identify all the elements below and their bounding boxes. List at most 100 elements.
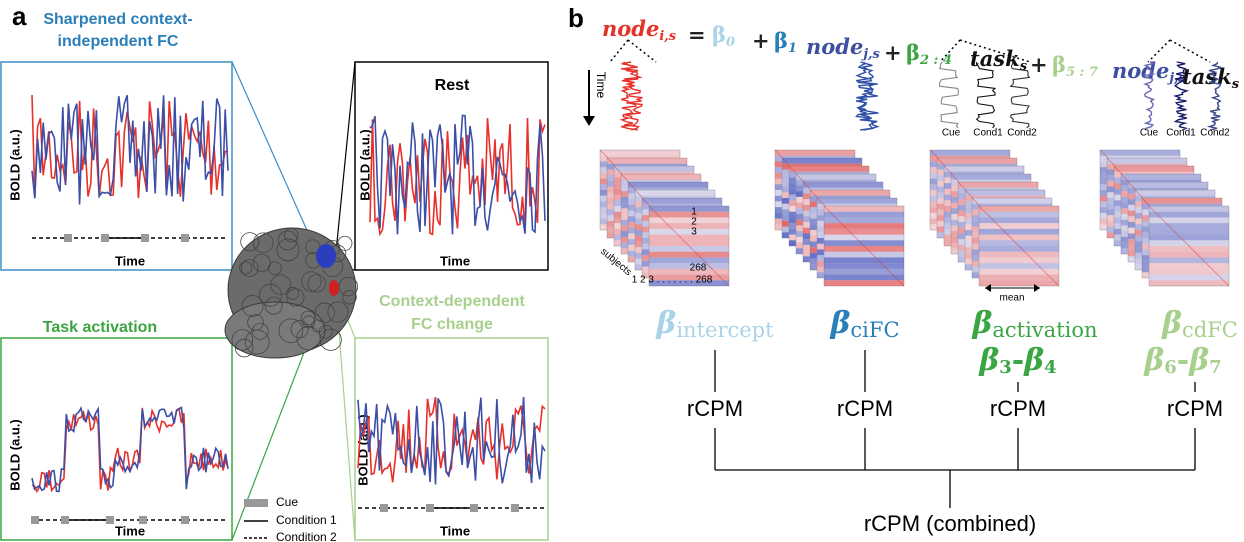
matrix-stripe — [649, 268, 729, 275]
mini-trace — [1206, 61, 1222, 131]
beta-diff-part: 7 — [1209, 357, 1222, 378]
matrix-stripe — [1135, 190, 1215, 196]
beta-symbol: β — [829, 306, 850, 341]
matrix-stripe — [1100, 150, 1180, 156]
brain-cell — [284, 227, 299, 243]
legend-swatch — [244, 499, 268, 507]
brain-cell — [244, 329, 270, 355]
equation-term: β — [906, 40, 920, 65]
matrix-stripe — [824, 263, 904, 269]
mini-trace — [619, 61, 640, 131]
matrix-stripe — [979, 211, 1059, 218]
cue-marker — [31, 516, 39, 524]
dotted-connectors — [609, 39, 1211, 63]
box-rest — [354, 61, 549, 271]
x-label: Time — [115, 523, 145, 538]
matrix-stripe — [649, 217, 729, 224]
beta-symbol: β — [971, 306, 992, 341]
cue-marker — [511, 504, 519, 512]
model-label: rCPM — [1167, 396, 1223, 421]
trace — [31, 94, 229, 205]
matrix-stripe — [824, 211, 904, 218]
cue-marker — [470, 504, 478, 512]
trace-label: Cond1 — [973, 128, 1003, 139]
equation-term: + — [752, 28, 770, 53]
matrix-stripe — [1149, 280, 1229, 286]
y-label: BOLD (a.u.) — [7, 129, 22, 201]
matrix-stripe — [810, 190, 890, 196]
matrix-stripe — [1149, 240, 1229, 246]
equation-term: β — [774, 28, 788, 53]
matrix-stripe — [979, 217, 1059, 224]
matrix-stripe — [979, 268, 1059, 275]
trace — [369, 114, 546, 235]
matrix-stripe — [824, 206, 904, 212]
mini-trace — [975, 61, 997, 129]
matrix-stripe — [951, 174, 1031, 180]
equation-subscript: 5 : 7 — [1066, 65, 1098, 80]
beta-diff-part: β — [1143, 343, 1164, 378]
brain-cell — [337, 235, 353, 251]
trace-label: Cue — [942, 128, 961, 139]
cue-marker — [101, 234, 109, 242]
equation-term: task — [970, 46, 1020, 71]
brain-cell — [240, 232, 260, 252]
beta-diff-part: 4 — [1044, 357, 1057, 378]
brain-cell — [327, 301, 349, 323]
matrix-stripe — [1107, 158, 1187, 164]
matrix-stripe — [607, 158, 687, 164]
brain — [224, 227, 359, 359]
matrix-stripe — [979, 246, 1059, 252]
brain-cell — [239, 261, 253, 275]
matrix-stripe — [824, 223, 904, 229]
beta-symbol: β — [1161, 306, 1182, 341]
beta-diff-part: - — [1012, 343, 1024, 378]
cue-marker — [141, 234, 149, 242]
equation-term: β — [1052, 52, 1066, 77]
matrix-stripe — [1149, 206, 1229, 212]
brain-cell — [301, 271, 322, 292]
cue-marker — [426, 504, 434, 512]
beta-diff-part: β — [978, 343, 999, 378]
cue-marker — [61, 516, 69, 524]
panel-label: b — [568, 3, 584, 33]
brain-cell — [314, 302, 335, 323]
panel-title: Context-dependent — [379, 293, 525, 310]
matrix-stripe — [1149, 211, 1229, 218]
matrix-stripe — [1149, 246, 1229, 252]
brain-cell — [286, 286, 300, 300]
matrix-stripe — [635, 190, 715, 196]
beta-subscript: intercept — [676, 318, 774, 342]
equation-term: node — [602, 16, 659, 41]
matrix-stripe — [979, 223, 1059, 229]
matrix-stripe — [1149, 234, 1229, 241]
matrix-stripe — [600, 150, 680, 156]
matrix-stripe — [979, 274, 1059, 281]
cue-marker — [181, 516, 189, 524]
brain-cell — [241, 295, 264, 317]
beta-subscript: ciFC — [850, 318, 899, 342]
matrix-diagonal — [823, 205, 905, 287]
matrix-stripe — [1149, 257, 1229, 264]
panel-title: Sharpened context- — [43, 11, 192, 28]
matrix-stripe — [979, 280, 1059, 286]
beta-diff-part: 6 — [1164, 357, 1177, 378]
mini-trace — [855, 61, 880, 131]
brain-cell — [278, 318, 304, 344]
legend-label: Condition 2 — [276, 530, 337, 542]
matrix-layer — [1148, 205, 1230, 287]
matrix-stripe — [789, 166, 869, 172]
brain-cell — [290, 320, 309, 339]
matrix-stripe — [1149, 263, 1229, 269]
box-task — [0, 337, 233, 541]
brain-cell — [300, 310, 316, 326]
box-ci-fc — [0, 61, 233, 271]
mini-trace — [855, 61, 876, 131]
equation-subscript: 1 — [788, 41, 797, 56]
model-label: rCPM — [687, 396, 743, 421]
matrix-stripe — [649, 280, 729, 286]
brain-cell — [240, 259, 259, 277]
beta-diff: β6-β7 — [1143, 343, 1221, 378]
row-tick: 2 — [691, 217, 697, 228]
